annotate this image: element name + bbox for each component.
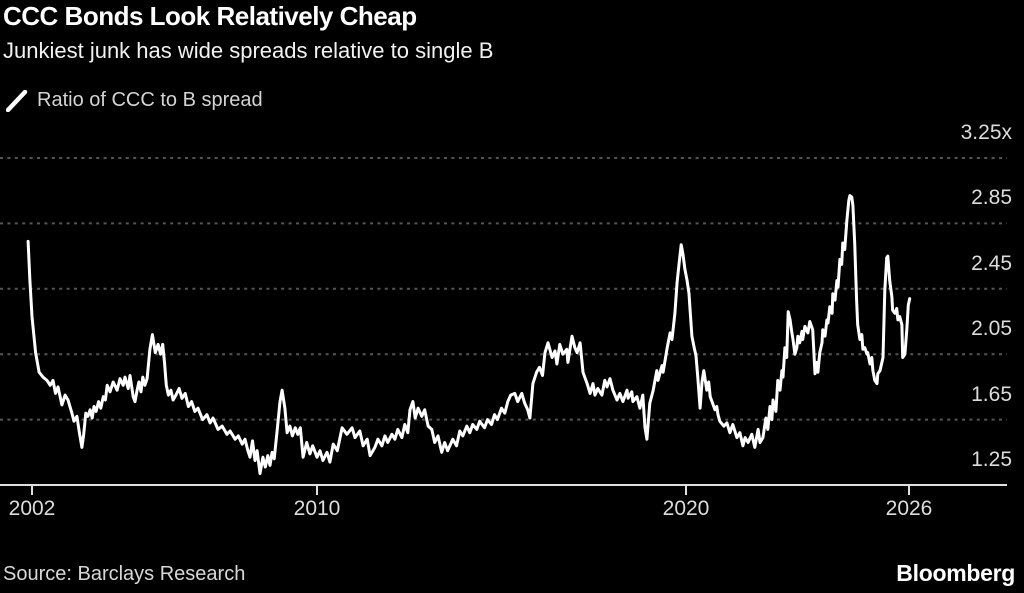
series-slash-icon — [5, 89, 28, 112]
y-tick-label: 3.25x — [960, 121, 1012, 144]
chart-title: CCC Bonds Look Relatively Cheap — [3, 1, 417, 31]
y-tick-label: 2.45 — [971, 251, 1012, 275]
legend: Ratio of CCC to B spread — [5, 89, 263, 112]
bloomberg-logo: Bloomberg — [896, 560, 1015, 586]
chart-subtitle: Junkiest junk has wide spreads relative … — [3, 38, 494, 63]
y-tick-label: 2.05 — [971, 317, 1012, 341]
x-tick-label: 2002 — [8, 497, 56, 520]
x-tick-label: 2020 — [662, 497, 710, 520]
y-tick-label: 2.85 — [971, 186, 1012, 210]
y-tick-label: 1.25 — [971, 448, 1012, 471]
source-credit: Source: Barclays Research — [3, 563, 246, 585]
ratio-line-series — [26, 194, 912, 476]
x-tick-label: 2010 — [293, 497, 341, 520]
legend-label: Ratio of CCC to B spread — [37, 89, 263, 111]
y-tick-label: 1.65 — [971, 382, 1012, 406]
x-tick-label: 2026 — [885, 497, 933, 520]
